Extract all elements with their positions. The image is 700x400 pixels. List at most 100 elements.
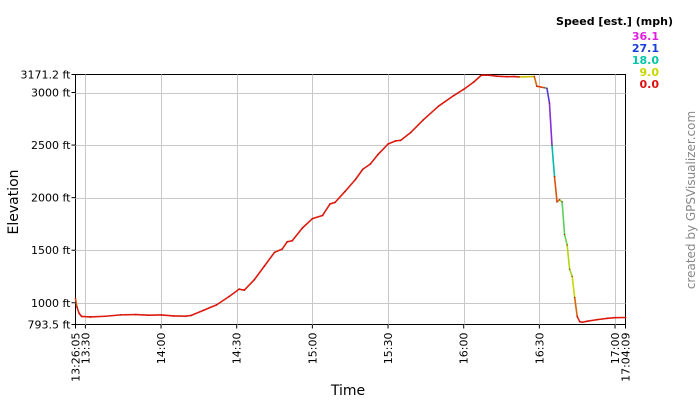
elevation-point <box>581 321 583 323</box>
series-layer <box>74 74 627 324</box>
elevation-point <box>488 74 490 76</box>
x-tick-label: 16:30 <box>533 333 546 365</box>
elevation-point <box>395 140 397 142</box>
elevation-segment <box>215 295 230 306</box>
elevation-point <box>147 314 150 316</box>
x-tick-label: 14:30 <box>231 333 244 365</box>
elevation-segment <box>89 315 107 318</box>
x-tick-label: 16:00 <box>458 333 471 365</box>
elevation-point <box>624 316 627 319</box>
elevation-segment <box>533 75 538 87</box>
speed-legend: 36.127.118.09.00.0 <box>632 30 659 91</box>
elevation-point <box>422 119 424 121</box>
elevation-segment <box>568 268 573 278</box>
elevation-point <box>120 314 122 316</box>
elevation-point <box>606 317 609 319</box>
elevation-point <box>263 265 266 267</box>
elevation-point <box>553 176 556 178</box>
elevation-point <box>556 201 558 203</box>
elevation-segment <box>596 317 609 321</box>
elevation-point <box>453 95 455 97</box>
elevation-point <box>576 315 578 318</box>
elevation-point <box>311 218 313 220</box>
x-tick-label: 17:00 <box>609 333 622 365</box>
elevation-segment <box>344 178 357 193</box>
elevation-point <box>495 75 498 77</box>
elevation-segment <box>536 85 546 89</box>
legend-title: Speed [est.] (mph) <box>556 15 673 28</box>
elevation-segment <box>253 265 266 281</box>
legend-entry: 36.1 <box>632 30 659 43</box>
elevation-point <box>513 75 515 78</box>
elevation-segment <box>581 320 589 324</box>
elevation-segment <box>135 313 150 316</box>
elevation-segment <box>311 214 324 220</box>
elevation-point <box>238 288 240 290</box>
elevation-point <box>569 268 571 270</box>
x-tick-label: 13:30 <box>79 333 92 365</box>
elevation-segment <box>301 217 314 229</box>
elevation-point <box>566 244 568 246</box>
elevation-point <box>185 315 187 317</box>
elevation-point <box>561 201 563 203</box>
elevation-segment <box>387 140 397 145</box>
elevation-point <box>586 320 588 322</box>
elevation-segment <box>409 119 425 134</box>
elevation-segment <box>495 75 508 78</box>
elevation-point <box>344 190 346 192</box>
y-tick-layer: 793.5 ft 1000 ft 1500 ft 2000 ft 2500 ft 3000… <box>21 69 76 332</box>
elevation-point <box>78 312 80 314</box>
grid-layer <box>75 74 626 325</box>
elevation-point <box>551 144 553 146</box>
elevation-segment <box>354 168 364 181</box>
legend-entry: 9.0 <box>640 66 660 79</box>
elevation-point <box>596 319 598 321</box>
elevation-segment <box>551 144 556 178</box>
elevation-point <box>543 87 546 89</box>
elevation-segment <box>74 297 78 308</box>
elevation-segment <box>377 143 389 156</box>
elevation-segment <box>228 288 241 298</box>
elevation-point <box>579 321 581 323</box>
elevation-point <box>546 87 548 89</box>
elevation-point <box>281 248 283 250</box>
elevation-segment <box>573 296 579 318</box>
elevation-segment <box>576 315 581 323</box>
y-tick-label: 2500 ft <box>31 139 71 152</box>
elevation-segment <box>546 87 551 104</box>
elevation-point <box>463 88 465 90</box>
elevation-point <box>81 315 83 318</box>
elevation-segment <box>334 190 346 204</box>
elevation-point <box>505 76 508 78</box>
elevation-point <box>563 233 566 236</box>
elevation-segment <box>76 306 80 315</box>
elevation-point <box>190 314 192 317</box>
credit-text: created by GPSVisualizer.com <box>684 111 698 289</box>
elevation-point <box>76 306 78 308</box>
elevation-segment <box>190 309 205 317</box>
elevation-point <box>253 279 255 281</box>
elevation-segment <box>238 288 246 291</box>
elevation-point <box>354 179 356 181</box>
elevation-segment <box>399 131 412 142</box>
y-tick-label: 793.5 ft <box>28 319 72 332</box>
elevation-point <box>228 295 230 298</box>
elevation-segment <box>548 102 553 146</box>
elevation-point <box>203 309 205 311</box>
elevation-point <box>571 275 573 278</box>
elevation-point <box>614 317 616 319</box>
y-tick-label: 3000 ft <box>31 87 71 100</box>
elevation-segment <box>553 175 558 203</box>
elevation-point <box>574 296 576 299</box>
elevation-segment <box>329 201 336 205</box>
elevation-segment <box>472 74 483 83</box>
elevation-point <box>387 143 389 145</box>
elevation-segment <box>462 81 475 91</box>
elevation-segment <box>185 314 193 317</box>
x-axis-title: Time <box>330 383 365 399</box>
elevation-point <box>334 201 336 203</box>
elevation-point <box>243 289 245 291</box>
elevation-segment <box>606 316 616 320</box>
